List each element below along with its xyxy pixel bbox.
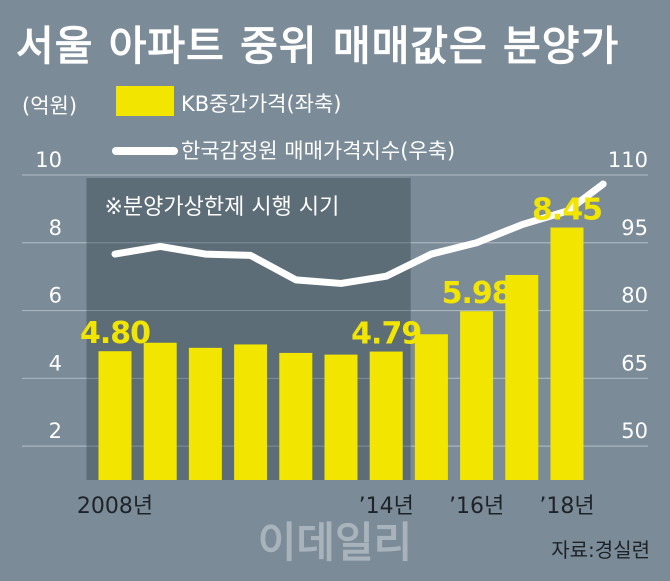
data-label: 4.80 xyxy=(80,316,150,351)
x-tick-label: ’16년 xyxy=(449,494,504,519)
bar xyxy=(324,354,358,480)
bar xyxy=(188,347,222,480)
left-axis-ticks: 2 4 6 8 10 xyxy=(35,148,62,443)
data-labels: 4.80 4.79 5.98 8.45 xyxy=(80,193,603,352)
data-label: 8.45 xyxy=(532,193,602,228)
right-axis-ticks: 50 65 80 95 110 xyxy=(608,148,648,443)
left-tick-label: 10 xyxy=(35,148,62,172)
bar xyxy=(460,311,494,480)
shaded-period-label: ※분양가상한제 시행 시기 xyxy=(105,195,340,220)
x-axis-ticks: 2008년 ’14년 ’16년 ’18년 xyxy=(77,494,595,519)
left-tick-label: 4 xyxy=(49,351,62,375)
legend-bar-swatch xyxy=(116,86,174,116)
bar xyxy=(369,351,403,480)
right-tick-label: 95 xyxy=(621,216,648,240)
right-tick-label: 80 xyxy=(621,284,648,308)
watermark: 이데일리 xyxy=(258,518,413,567)
data-label: 5.98 xyxy=(442,276,512,311)
right-tick-label: 110 xyxy=(608,148,648,172)
left-tick-label: 6 xyxy=(49,284,62,308)
x-tick-label: 2008년 xyxy=(77,494,153,519)
legend-line-label: 한국감정원 매매가격지수(우축) xyxy=(181,139,455,163)
source-note: 자료:경실련 xyxy=(551,538,650,562)
legend-bar-label: KB중간가격(좌축) xyxy=(181,92,341,116)
bar xyxy=(98,351,132,480)
right-tick-label: 50 xyxy=(621,419,648,443)
bar xyxy=(143,342,177,480)
right-tick-label: 65 xyxy=(621,351,648,375)
bar xyxy=(234,344,268,480)
bar-series xyxy=(98,227,584,480)
bar xyxy=(550,227,584,480)
left-tick-label: 8 xyxy=(49,216,62,240)
bar xyxy=(279,352,313,480)
x-tick-label: ’18년 xyxy=(539,494,594,519)
left-axis-unit: (억원) xyxy=(22,94,77,118)
legend: KB중간가격(좌축) 한국감정원 매매가격지수(우축) xyxy=(112,86,455,163)
bar xyxy=(414,334,448,480)
line-path xyxy=(111,180,607,287)
left-tick-label: 2 xyxy=(49,419,62,443)
data-label: 4.79 xyxy=(351,317,421,352)
line-series xyxy=(111,180,607,287)
x-tick-label: ’14년 xyxy=(359,494,414,519)
chart-title: 서울 아파트 중위 매매값은 분양가 xyxy=(16,22,619,70)
bar xyxy=(505,274,539,480)
